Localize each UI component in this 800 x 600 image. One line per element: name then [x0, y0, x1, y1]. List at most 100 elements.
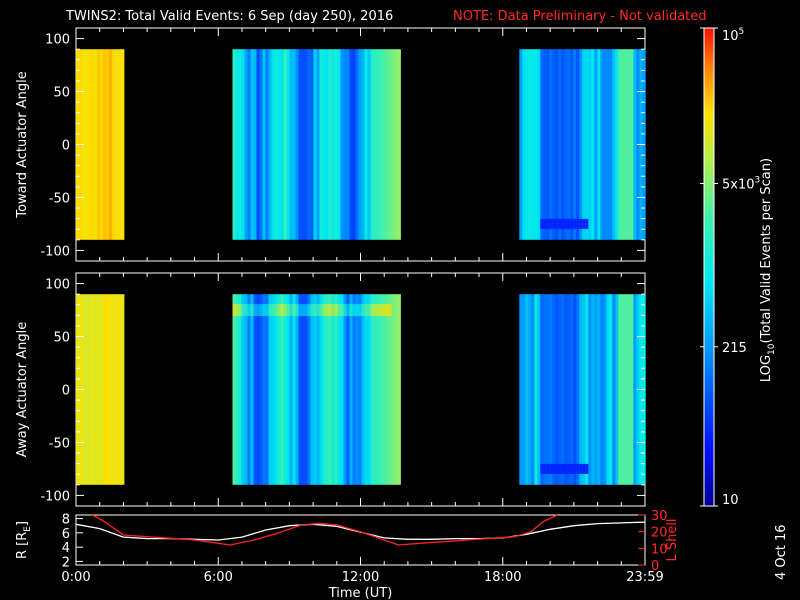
- heatmap-cell: [379, 304, 383, 317]
- heatmap-cell: [370, 304, 374, 317]
- heatmap-cell: [118, 294, 122, 485]
- heatmap-cell: [603, 294, 607, 485]
- heatmap-cell: [579, 463, 583, 474]
- heatmap-cell: [594, 49, 598, 240]
- heatmap-cell: [250, 304, 254, 317]
- heatmap-cell: [558, 294, 562, 485]
- plot-title: TWINS2: Total Valid Events: 6 Sep (day 2…: [65, 9, 393, 24]
- heatmap-cell: [103, 294, 107, 485]
- heatmap-cell: [624, 294, 628, 485]
- colorbar-tick-label: 215: [722, 341, 747, 356]
- heatmap-cell: [373, 294, 377, 485]
- heatmap-cell: [382, 304, 386, 317]
- heatmap-cell: [364, 304, 368, 317]
- heatmap-cell: [534, 294, 538, 485]
- line-panel-frame: [75, 514, 646, 566]
- heatmap-cell: [358, 304, 362, 317]
- y-tick-label: -50: [49, 191, 70, 206]
- heatmap-cell: [522, 49, 526, 240]
- heatmap-cell: [331, 304, 335, 317]
- heatmap-cell: [310, 304, 314, 317]
- heatmap-cell: [606, 49, 610, 240]
- heatmap-cell: [265, 294, 269, 485]
- heatmap-cell: [573, 294, 577, 485]
- colorbar: [703, 27, 715, 507]
- heatmap-cell: [346, 49, 350, 240]
- heatmap-cell: [370, 49, 374, 240]
- heatmap-cell: [337, 304, 341, 317]
- y-axis-label: Away Actuator Angle: [15, 322, 30, 457]
- heatmap-cell: [570, 294, 574, 485]
- heatmap-cell: [271, 49, 275, 240]
- heatmap-cell: [561, 49, 565, 240]
- heatmap-cell: [558, 49, 562, 240]
- y-tick-label-right: 20: [651, 526, 668, 541]
- heatmap-cell: [232, 49, 236, 240]
- heatmap-cell: [238, 304, 242, 317]
- heatmap-cell: [280, 294, 284, 485]
- colorbar-tick-label: 10: [722, 493, 739, 508]
- heatmap-cell: [94, 49, 98, 240]
- heatmap-cell: [334, 294, 338, 485]
- x-tick-label: 12:00: [342, 570, 379, 585]
- heatmap-cell: [367, 49, 371, 240]
- heatmap-cell: [304, 304, 308, 317]
- heatmap-cell: [567, 49, 571, 240]
- heatmap-cell: [364, 294, 368, 485]
- heatmap-cell: [310, 294, 314, 485]
- heatmap-cell: [244, 304, 248, 317]
- heatmap-cell: [301, 304, 305, 317]
- heatmap-cell: [546, 463, 550, 474]
- heatmap-cell: [352, 294, 356, 485]
- heatmap-cell: [540, 463, 544, 474]
- heatmap-cell: [112, 49, 116, 240]
- heatmap-cell: [552, 463, 556, 474]
- heatmap-cell: [316, 304, 320, 317]
- heatmap-cell: [301, 49, 305, 240]
- r-axis-label: R [RE]: [15, 521, 33, 559]
- heatmap-cell: [367, 294, 371, 485]
- x-tick-label: 23:59: [626, 570, 663, 585]
- heatmap-cell: [618, 49, 622, 240]
- heatmap-cell: [328, 294, 332, 485]
- heatmap-cell: [88, 294, 92, 485]
- heatmap-cell: [286, 49, 290, 240]
- heatmap-cell: [627, 294, 631, 485]
- heatmap-cell: [531, 294, 535, 485]
- heatmap-cell: [573, 49, 577, 240]
- heatmap-cell: [268, 49, 272, 240]
- heatmap-cell: [528, 49, 532, 240]
- heatmap-cell: [298, 294, 302, 485]
- heatmap-cell: [555, 49, 559, 240]
- heatmap-cell: [570, 49, 574, 240]
- heatmap-cell: [361, 304, 365, 317]
- heatmap-cell: [103, 49, 107, 240]
- heatmap-cell: [633, 294, 637, 485]
- heatmap-cell: [373, 49, 377, 240]
- heatmap-cell: [334, 304, 338, 317]
- heatmap-cell: [576, 49, 580, 240]
- heatmap-cell: [268, 304, 272, 317]
- heatmap-cell: [316, 49, 320, 240]
- away-angle-heatmap: 100 50 0 -50 -100 Away Actuator Angle: [15, 272, 646, 507]
- y-tick-label-left: 2: [62, 555, 70, 570]
- heatmap-cell: [582, 218, 586, 229]
- heatmap-cell: [340, 294, 344, 485]
- heatmap-cell: [235, 294, 239, 485]
- heatmap-cell: [555, 463, 559, 474]
- heatmap-cell: [298, 304, 302, 317]
- heatmap-cell: [277, 49, 281, 240]
- heatmap-cell: [253, 304, 257, 317]
- heatmap-cell: [256, 294, 260, 485]
- heatmap-cell: [630, 49, 634, 240]
- heatmap-cell: [262, 304, 266, 317]
- heatmap-cell: [391, 294, 395, 485]
- heatmap-cell: [343, 294, 347, 485]
- heatmap-cell: [582, 294, 586, 485]
- heatmap-cell: [564, 218, 568, 229]
- heatmap-cell: [612, 49, 616, 240]
- heatmap-cell: [349, 49, 353, 240]
- heatmap-cell: [552, 218, 556, 229]
- heatmap-cell: [106, 294, 110, 485]
